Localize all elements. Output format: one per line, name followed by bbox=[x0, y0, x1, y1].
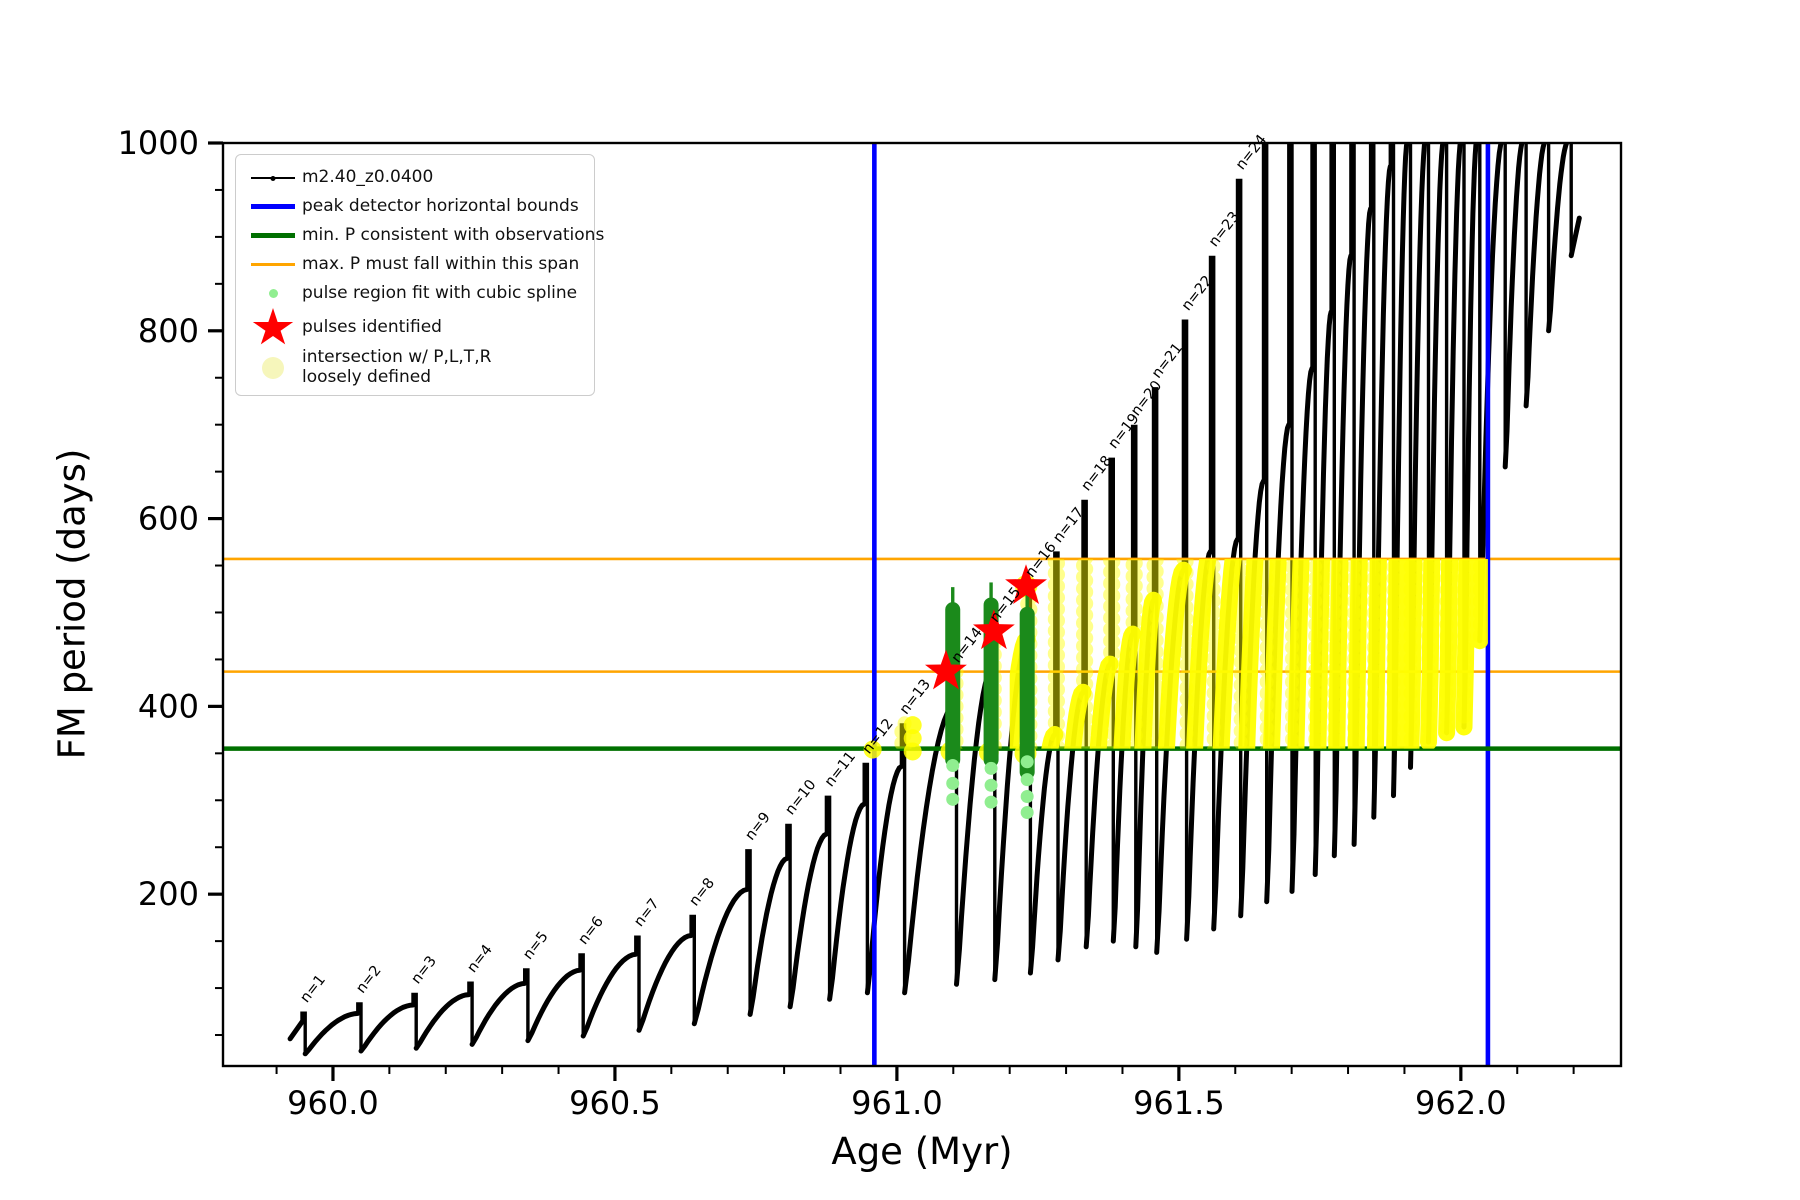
spline-fit-dot bbox=[1020, 773, 1034, 787]
orange-line-icon bbox=[244, 263, 302, 266]
yellow-circle-icon bbox=[244, 356, 302, 379]
spline-fit-dot bbox=[984, 761, 998, 775]
y-tick-label: 800 bbox=[138, 312, 199, 350]
x-tick-label: 960.5 bbox=[569, 1084, 661, 1122]
spline-fit-dot bbox=[946, 759, 960, 773]
legend-label: peak detector horizontal bounds bbox=[302, 195, 579, 216]
pulse-number-label: n=11 bbox=[822, 749, 859, 790]
x-tick-label: 962.0 bbox=[1415, 1084, 1507, 1122]
spline-fit-dot bbox=[1020, 790, 1034, 804]
legend-label: max. P must fall within this span bbox=[302, 253, 580, 274]
spline-fit-dot bbox=[984, 778, 998, 792]
x-tick-label: 960.0 bbox=[287, 1084, 379, 1122]
legend-label: intersection w/ P,L,T,R loosely defined bbox=[302, 347, 492, 387]
pulse-number-label: n=2 bbox=[353, 963, 384, 997]
y-tick-label: 400 bbox=[138, 687, 199, 725]
axes-frame bbox=[221, 141, 1623, 1068]
spline-fit-dot bbox=[1020, 755, 1034, 769]
legend-label: pulses identified bbox=[302, 317, 442, 338]
intersection-spot bbox=[903, 742, 922, 761]
pulse-number-label: n=9 bbox=[742, 810, 773, 844]
lightgreen-dot-icon bbox=[244, 289, 302, 298]
legend-label: min. P consistent with observations bbox=[302, 224, 605, 245]
ticks: 960.0 960.5 961.0 961.5 962.0 200 400 600 800 100… bbox=[118, 124, 1575, 1122]
pulse-number-label: n=8 bbox=[687, 875, 718, 909]
spline-fit-dot bbox=[946, 792, 960, 806]
x-axis-label: Age (Myr) bbox=[831, 1130, 1013, 1173]
intersection-spot bbox=[863, 740, 882, 759]
intersection-solid bbox=[1009, 558, 1488, 749]
legend-item-min-p: min. P consistent with observations bbox=[244, 221, 604, 250]
pulse-number-label: n=10 bbox=[782, 777, 819, 818]
pulse-star bbox=[1005, 564, 1047, 604]
legend-item-track: m2.40_z0.0400 bbox=[244, 163, 584, 192]
pulse-star bbox=[925, 649, 967, 690]
pulse-number-label: n=6 bbox=[576, 914, 607, 948]
y-tick-label: 200 bbox=[138, 875, 199, 913]
x-tick-label: 961.0 bbox=[851, 1084, 943, 1122]
pulse-number-label: n=4 bbox=[464, 942, 495, 976]
legend-item-pulses: pulses identified bbox=[244, 308, 584, 348]
y-tick-label: 1000 bbox=[118, 124, 199, 162]
legend-item-intersection: intersection w/ P,L,T,R loosely defined bbox=[244, 347, 584, 387]
spline-fit-dot bbox=[1020, 805, 1034, 819]
legend-label: pulse region fit with cubic spline bbox=[302, 282, 578, 303]
legend-label: m2.40_z0.0400 bbox=[302, 166, 434, 187]
intersection-spot bbox=[903, 716, 922, 735]
pulse-number-label: n=21 bbox=[1149, 340, 1186, 381]
legend-item-peak-bounds: peak detector horizontal bounds bbox=[244, 192, 584, 221]
y-tick-label: 600 bbox=[138, 500, 199, 538]
blue-line-icon bbox=[244, 204, 302, 209]
spline-fit-dot bbox=[984, 795, 998, 809]
legend-item-spline-fit: pulse region fit with cubic spline bbox=[244, 279, 584, 308]
legend: m2.40_z0.0400 peak detector horizontal b… bbox=[235, 154, 604, 397]
track-line-icon bbox=[244, 175, 302, 181]
x-tick-label: 961.5 bbox=[1133, 1084, 1225, 1122]
y-axis-label: FM period (days) bbox=[50, 448, 94, 760]
green-line-icon bbox=[244, 233, 302, 238]
legend-item-max-p: max. P must fall within this span bbox=[244, 250, 584, 279]
pulse-number-label: n=1 bbox=[297, 972, 328, 1006]
plot-area bbox=[223, 143, 1621, 1066]
spline-fit-dot bbox=[946, 776, 960, 790]
intersection-spot bbox=[903, 729, 922, 748]
pulse-star bbox=[973, 609, 1015, 650]
pulse-number-label: n=5 bbox=[520, 929, 551, 963]
pulse-number-label: n=3 bbox=[409, 953, 440, 987]
pulse-number-label: n=7 bbox=[631, 896, 662, 930]
pulse-number-label: n=20 bbox=[1128, 378, 1165, 419]
pulse-number-label: n=13 bbox=[897, 677, 934, 718]
red-star-icon bbox=[244, 308, 302, 348]
